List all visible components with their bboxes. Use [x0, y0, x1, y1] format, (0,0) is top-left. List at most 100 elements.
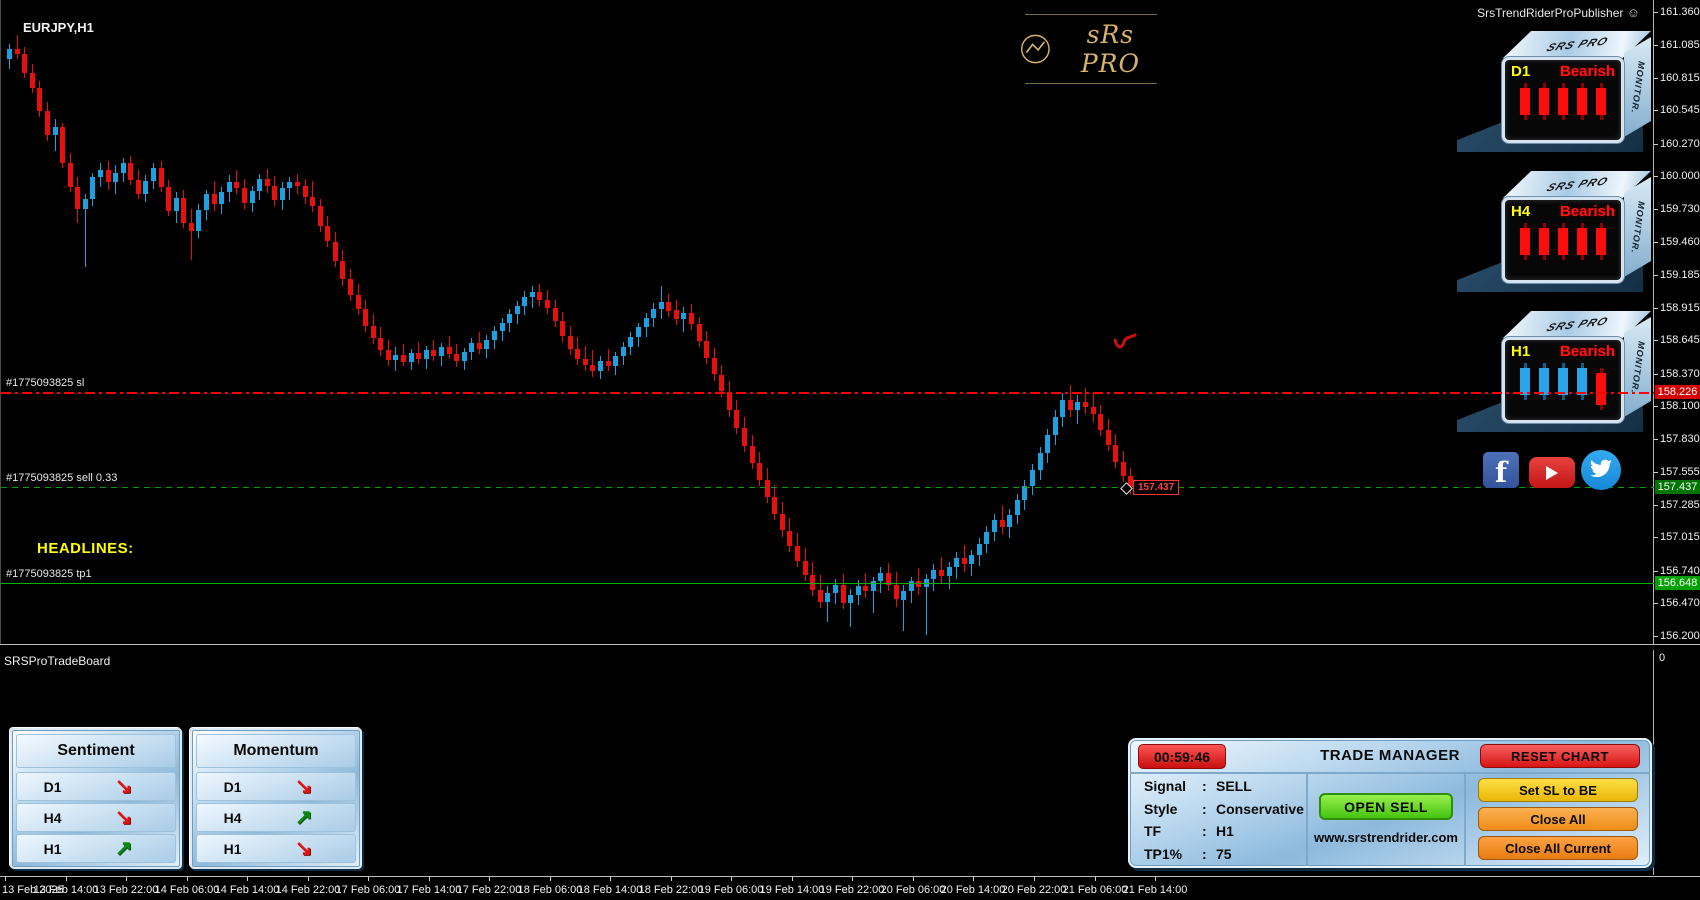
- candle-body: [825, 593, 831, 602]
- candle-body: [181, 198, 187, 224]
- candle-body: [393, 355, 399, 360]
- candle-body: [749, 445, 755, 463]
- field-label: TF: [1144, 823, 1162, 840]
- candle-body: [628, 337, 634, 347]
- candle-body: [1075, 402, 1081, 410]
- close-all-button[interactable]: Close All: [1478, 807, 1638, 831]
- youtube-icon[interactable]: [1529, 457, 1575, 488]
- time-tick-label: 14 Feb 22:00: [275, 884, 341, 896]
- candle-body: [954, 558, 960, 567]
- candle-body: [742, 427, 747, 446]
- symbol-timeframe-label: EURJPY,H1: [23, 20, 94, 35]
- facebook-icon[interactable]: f: [1483, 452, 1519, 488]
- candle-wick: [1077, 395, 1079, 425]
- candle-body: [893, 584, 899, 600]
- candle-body: [249, 190, 255, 203]
- order-line[interactable]: [1, 583, 1654, 584]
- candle-body: [97, 170, 103, 178]
- candle-body: [90, 177, 96, 200]
- down-arrow-icon: ↘: [294, 774, 313, 798]
- field-value: 75: [1216, 845, 1232, 862]
- candle-wick: [84, 194, 86, 267]
- candle-body: [1120, 461, 1126, 477]
- close-all-current-button[interactable]: Close All Current: [1478, 836, 1638, 860]
- twitter-icon[interactable]: [1581, 450, 1621, 490]
- board-row: H1 ↘: [196, 834, 356, 863]
- price-chart[interactable]: #1775093825 sl #1775093825 sell 0.33 #1775…: [0, 0, 1654, 644]
- mini-candle-icon: [1596, 223, 1606, 260]
- candle-body: [340, 260, 346, 279]
- candle-wick: [872, 576, 874, 613]
- price-tick-label: 159.730: [1654, 203, 1700, 215]
- candle-body: [772, 496, 778, 514]
- candle-body: [378, 338, 384, 351]
- cube-trend-label: Bearish: [1559, 343, 1615, 360]
- candle-wick: [418, 341, 420, 364]
- time-tick: [731, 877, 732, 881]
- candle-body: [1113, 444, 1119, 462]
- candle-body: [726, 391, 732, 410]
- candle-body: [757, 462, 763, 480]
- price-tick-label: 160.815: [1654, 72, 1700, 84]
- price-badge: 157.437: [1655, 480, 1700, 494]
- order-actions-column: Set SL to BE Close All Close All Current: [1466, 772, 1650, 866]
- cube-trend-label: Bearish: [1559, 63, 1615, 80]
- open-sell-button[interactable]: OPEN SELL: [1319, 793, 1453, 820]
- headlines-label: HEADLINES:: [37, 540, 134, 557]
- candle-body: [582, 358, 588, 365]
- candle-body: [1060, 399, 1066, 417]
- mini-candle-icon: [1520, 83, 1530, 120]
- board-row: H4 ↗: [196, 803, 356, 832]
- candle-body: [1098, 414, 1104, 431]
- candle-body: [67, 162, 73, 188]
- candle-body: [60, 126, 65, 163]
- candle-body: [522, 297, 528, 306]
- field-value: SELL: [1216, 778, 1252, 794]
- candle-wick: [903, 584, 905, 631]
- field-label: Style: [1144, 800, 1178, 817]
- candle-body: [1128, 476, 1134, 487]
- candle-body: [575, 349, 581, 359]
- time-tick-label: 18 Feb 14:00: [577, 884, 643, 896]
- price-tick-label: 159.185: [1654, 269, 1700, 281]
- board-row: H4 ↘: [16, 803, 176, 832]
- price-tick-label: 156.740: [1654, 565, 1700, 577]
- momentum-board: Momentum D1 ↘ H4 ↗ H1 ↘: [190, 728, 362, 869]
- trade-manager-panel: 00:59:46 TRADE MANAGER RESET CHART Signa…: [1128, 738, 1652, 868]
- set-sl-to-be-button[interactable]: Set SL to BE: [1478, 778, 1638, 802]
- candle-body: [969, 554, 975, 565]
- candle-body: [1082, 402, 1088, 408]
- order-line[interactable]: [1, 487, 1654, 488]
- time-tick: [247, 877, 248, 881]
- order-line-label: #1775093825 tp1: [6, 568, 92, 580]
- board-timeframe-label: H4: [43, 809, 62, 826]
- price-badge: 158.226: [1655, 385, 1700, 399]
- time-tick-label: 14 Feb 14:00: [214, 884, 280, 896]
- candle-wick: [865, 572, 867, 599]
- candle-body: [1067, 399, 1073, 410]
- candle-body: [454, 354, 459, 362]
- candle-body: [832, 584, 838, 594]
- board-title: Momentum: [196, 734, 356, 768]
- candle-body: [681, 312, 687, 319]
- mini-candle-icon: [1539, 83, 1549, 120]
- candle-body: [613, 356, 619, 367]
- candle-wick: [584, 345, 586, 371]
- candle-body: [310, 196, 316, 207]
- candle-wick: [850, 588, 851, 628]
- candle-body: [7, 49, 12, 59]
- candle-body: [264, 178, 270, 186]
- candle-body: [287, 182, 293, 189]
- down-arrow-icon: ↘: [294, 836, 313, 860]
- trade-manager-header: 00:59:46 TRADE MANAGER RESET CHART: [1130, 740, 1650, 774]
- candle-body: [476, 343, 482, 350]
- candle-body: [423, 350, 429, 359]
- reset-chart-button[interactable]: RESET CHART: [1480, 744, 1640, 768]
- price-tick-label: 160.270: [1654, 138, 1700, 150]
- candle-body: [158, 167, 164, 187]
- time-tick: [1155, 877, 1156, 881]
- candle-body: [1014, 500, 1020, 515]
- order-line[interactable]: [1, 392, 1654, 394]
- price-tick-label: 158.915: [1654, 302, 1700, 314]
- price-tick-label: 161.085: [1654, 39, 1700, 51]
